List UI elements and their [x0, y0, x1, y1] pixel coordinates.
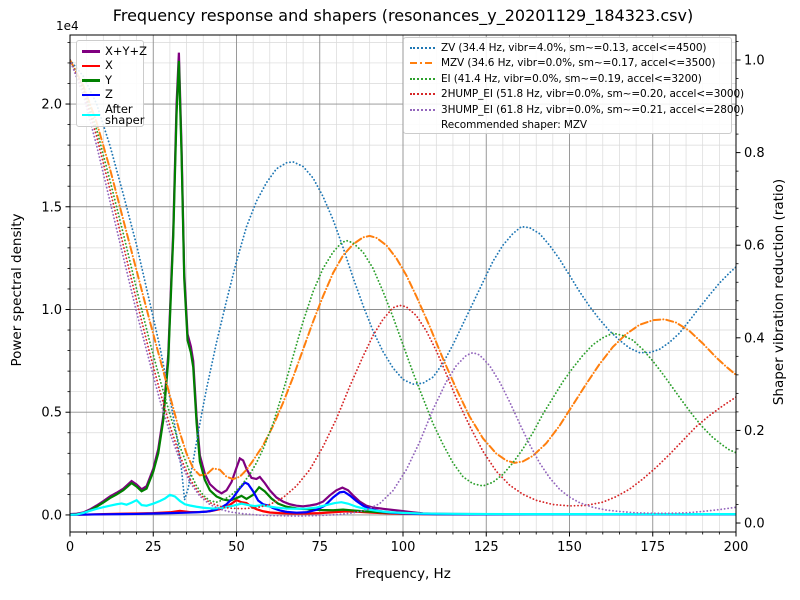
y-left-tick-label: 0.5: [41, 406, 62, 421]
legend-label-shaper-zv: ZV (34.4 Hz, vibr=4.0%, sm~=0.13, accel<…: [441, 41, 707, 54]
x-tick-label: 150: [557, 540, 582, 555]
y-left-tick-label: 1.5: [41, 200, 62, 215]
y-right-tick-label: 0.8: [744, 146, 765, 161]
y-left-tick-label: 2.0: [41, 98, 62, 113]
chart-title: Frequency response and shapers (resonanc…: [112, 6, 694, 25]
legend-note-label: Recommended shaper: MZV: [441, 119, 588, 132]
legend-shapers: ZV (34.4 Hz, vibr=4.0%, sm~=0.13, accel<…: [403, 37, 744, 134]
legend-swatch-shaper-zv: [410, 46, 435, 49]
legend-psd: X+Y+Z X Y Z After shaper: [76, 40, 147, 128]
legend-swatch-shaper-3hump-ei: [410, 108, 435, 111]
x-axis-label: Frequency, Hz: [355, 566, 451, 582]
x-tick-label: 0: [66, 540, 74, 555]
legend-swatch-psd-xyz: [82, 50, 100, 53]
legend-label-shaper-ei: EI (41.4 Hz, vibr=0.0%, sm~=0.19, accel<…: [441, 72, 702, 85]
curve-psd-after-shaper: [70, 493, 736, 516]
legend-label-psd-after-shaper: After shaper: [105, 101, 145, 127]
legend-label-psd-xyz: X+Y+Z: [105, 43, 148, 58]
legend-swatch-shaper-mzv: [410, 62, 435, 65]
legend-swatch-psd-y: [82, 79, 100, 82]
legend-label-psd-y: Y: [105, 72, 113, 87]
legend-label-shaper-mzv: MZV (34.6 Hz, vibr=0.0%, sm~=0.17, accel…: [441, 57, 716, 70]
y-left-tick-label: 1.0: [41, 303, 62, 318]
legend-recommended-shaper-note: Recommended shaper: MZV: [410, 118, 725, 134]
legend-shapers-item-shaper-2hump-ei: 2HUMP_EI (51.8 Hz, vibr=0.0%, sm~=0.20, …: [410, 87, 744, 103]
y-right-tick-label: 0.4: [744, 331, 765, 346]
x-tick-label: 200: [724, 540, 749, 555]
y-right-tick-label: 0.2: [744, 424, 765, 439]
legend-swatch-psd-after-shaper: [82, 113, 100, 117]
legend-psd-item-psd-x: X: [82, 59, 138, 74]
legend-psd-item-psd-xyz: X+Y+Z: [82, 44, 147, 59]
curve-shaper-zv: [70, 59, 736, 501]
curve-shaper-ei: [70, 59, 736, 504]
legend-psd-item-psd-z: Z: [82, 88, 138, 103]
y-left-tick-label: 0.0: [41, 508, 62, 523]
curve-shaper-mzv: [70, 59, 736, 481]
legend-swatch-shaper-ei: [410, 77, 435, 80]
legend-label-shaper-3hump-ei: 3HUMP_EI (61.8 Hz, vibr=0.0%, sm~=0.21, …: [441, 103, 745, 116]
x-tick-label: 50: [228, 540, 245, 555]
series-group: [70, 52, 736, 517]
legend-swatch-psd-x: [82, 64, 100, 67]
x-tick-label: 25: [145, 540, 162, 555]
x-tick-label: 100: [391, 540, 416, 555]
legend-swatch-psd-z: [82, 93, 100, 96]
legend-label-psd-z: Z: [105, 87, 113, 101]
x-tick-label: 175: [640, 540, 665, 555]
x-tick-label: 125: [474, 540, 499, 555]
legend-swatch-shaper-2hump-ei: [410, 93, 435, 96]
legend-psd-item-psd-after-shaper: After shaper: [82, 102, 144, 128]
legend-shapers-item-shaper-mzv: MZV (34.6 Hz, vibr=0.0%, sm~=0.17, accel…: [410, 56, 725, 72]
ticks: [65, 41, 741, 537]
y-right-tick-label: 0.6: [744, 239, 765, 254]
legend-shapers-item-shaper-zv: ZV (34.4 Hz, vibr=4.0%, sm~=0.13, accel<…: [410, 40, 725, 56]
legend-label-psd-x: X: [105, 58, 113, 72]
legend-shapers-item-shaper-3hump-ei: 3HUMP_EI (61.8 Hz, vibr=0.0%, sm~=0.21, …: [410, 102, 744, 118]
curve-shaper-3hump-ei: [70, 59, 736, 517]
legend-shapers-item-shaper-ei: EI (41.4 Hz, vibr=0.0%, sm~=0.19, accel<…: [410, 71, 725, 87]
legend-psd-item-psd-y: Y: [82, 73, 138, 88]
legend-label-shaper-2hump-ei: 2HUMP_EI (51.8 Hz, vibr=0.0%, sm~=0.20, …: [441, 88, 745, 101]
y-right-tick-label: 0.0: [744, 517, 765, 532]
y-right-tick-label: 1.0: [744, 54, 765, 69]
x-tick-label: 75: [311, 540, 328, 555]
curve-psd-y: [70, 60, 736, 516]
y-axis-offset-text: 1e4: [56, 19, 79, 33]
